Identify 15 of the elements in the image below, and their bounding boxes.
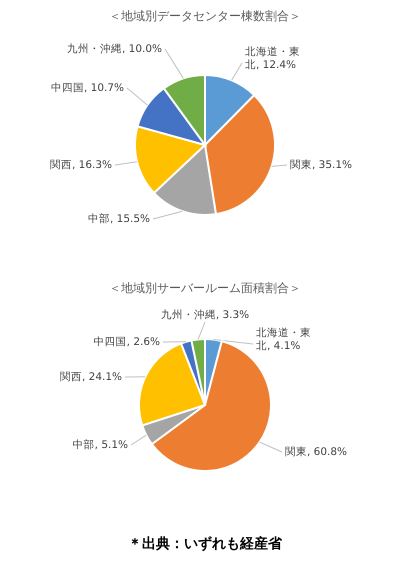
data-label: 九州・沖縄, 3.3% <box>160 309 250 321</box>
data-label: 中四国, 10.7% <box>50 82 124 94</box>
text: ＊出典：いずれも経産省 <box>128 535 283 552</box>
data-label: 関西, 16.3% <box>50 159 112 171</box>
chart-title: ＜地域別サーバールーム面積割合＞ <box>109 281 301 295</box>
data-label: 北海道・東北, 4.1% <box>256 327 311 352</box>
data-label: 関西, 24.1% <box>60 371 122 383</box>
data-label: 九州・沖縄, 10.0% <box>66 43 162 55</box>
data-label: 北海道・東北, 12.4% <box>245 46 300 71</box>
data-label: 関東, 35.1% <box>290 159 352 171</box>
data-label: 中部, 15.5% <box>88 213 150 225</box>
data-label: 中四国, 2.6% <box>94 336 160 348</box>
data-label: 中部, 5.1% <box>72 439 128 451</box>
chart-title: ＜地域別データセンター棟数割合＞ <box>109 9 301 23</box>
data-label: 関東, 60.8% <box>285 446 348 458</box>
